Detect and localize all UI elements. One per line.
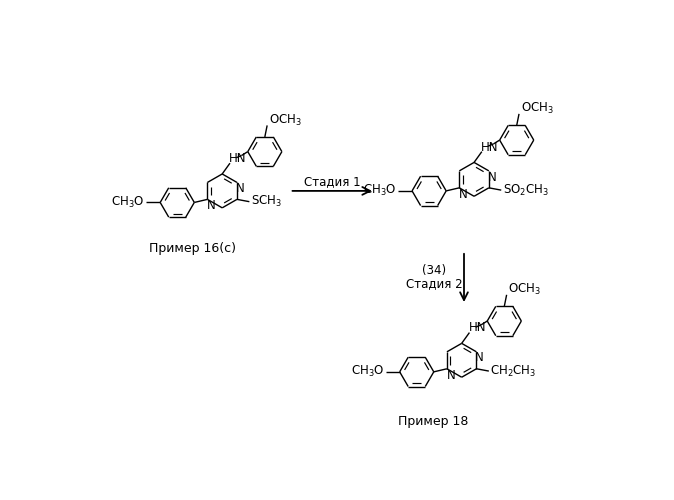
Text: OCH$_3$: OCH$_3$ — [269, 112, 302, 128]
Text: HN: HN — [481, 140, 499, 153]
Text: N: N — [487, 170, 496, 183]
Text: (34): (34) — [423, 264, 447, 276]
Text: N: N — [208, 200, 216, 212]
Text: OCH$_3$: OCH$_3$ — [520, 101, 553, 116]
Text: SCH$_3$: SCH$_3$ — [251, 194, 282, 209]
Text: Пример 18: Пример 18 — [398, 416, 468, 428]
Text: Пример 16(с): Пример 16(с) — [149, 242, 237, 255]
Text: OCH$_3$: OCH$_3$ — [508, 282, 541, 297]
Text: CH$_3$O: CH$_3$O — [111, 195, 145, 210]
Text: SO$_2$CH$_3$: SO$_2$CH$_3$ — [503, 182, 549, 198]
Text: CH$_3$O: CH$_3$O — [363, 184, 396, 198]
Text: Стадия 2: Стадия 2 — [406, 278, 463, 290]
Text: HN: HN — [229, 152, 247, 165]
Text: HN: HN — [468, 322, 486, 334]
Text: N: N — [236, 182, 245, 195]
Text: CH$_2$CH$_3$: CH$_2$CH$_3$ — [491, 364, 537, 378]
Text: Стадия 1: Стадия 1 — [304, 175, 361, 188]
Text: N: N — [459, 188, 468, 201]
Text: N: N — [475, 352, 484, 364]
Text: N: N — [447, 369, 456, 382]
Text: CH$_3$O: CH$_3$O — [350, 364, 384, 380]
